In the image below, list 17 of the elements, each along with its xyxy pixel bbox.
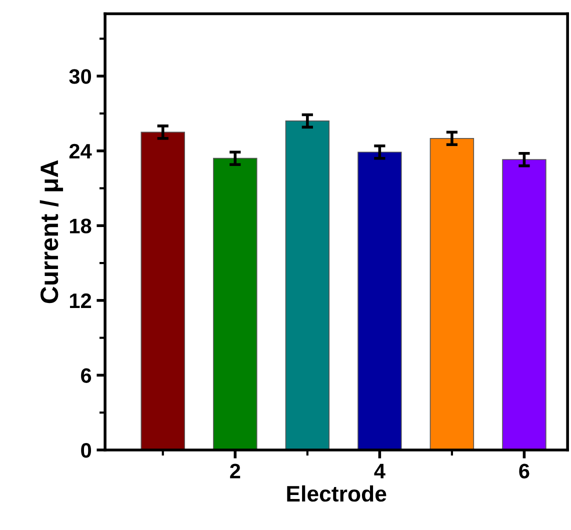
y-tick-label: 6 — [81, 368, 92, 383]
x-axis-title: Electrode — [287, 485, 386, 502]
x-tick-label: 2 — [230, 464, 240, 478]
bar — [430, 138, 474, 450]
y-tick-label: 24 — [69, 144, 92, 158]
x-tick-label: 4 — [374, 464, 386, 478]
y-tick-label: 30 — [69, 69, 92, 84]
y-tick-label: 12 — [70, 293, 92, 308]
y-axis-title: Current / μA — [40, 160, 64, 304]
x-tick-label: 6 — [519, 464, 530, 478]
y-tick-label: 0 — [81, 442, 92, 458]
bar — [140, 132, 185, 450]
bar — [285, 120, 330, 450]
y-tick-label: 18 — [70, 218, 92, 234]
bar — [502, 159, 546, 450]
bar — [358, 152, 402, 450]
bar — [213, 158, 258, 450]
